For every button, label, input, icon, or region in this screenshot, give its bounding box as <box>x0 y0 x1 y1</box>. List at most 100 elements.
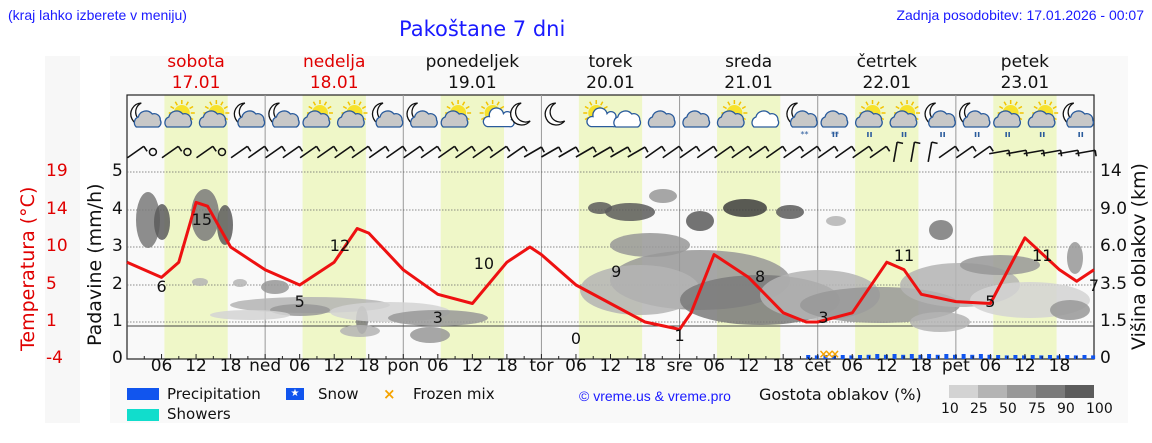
wind-barb-icon <box>299 145 321 159</box>
temperature-label: 1 <box>674 326 684 345</box>
precipitation-bar <box>823 355 828 359</box>
wind-barb-icon <box>714 145 735 159</box>
precipitation-bar <box>858 355 863 359</box>
calm-wind-icon <box>183 147 192 157</box>
day-date: 21.01 <box>724 73 773 93</box>
wind-barb-icon <box>351 145 373 159</box>
wind-barb-icon <box>575 146 597 158</box>
page-title: Pakoštane 7 dni <box>399 17 566 41</box>
cloud-height-tick: 9.0 <box>1100 199 1128 219</box>
credit-link[interactable]: © vreme.us & vreme.pro <box>579 388 731 404</box>
svg-text:ıı: ıı <box>1078 130 1084 140</box>
legend-showers-label: Showers <box>167 405 231 423</box>
calm-wind-icon <box>148 147 158 157</box>
precipitation-bar <box>901 354 906 359</box>
wind-barb-icon <box>973 145 994 159</box>
legend-snow-label: Snow <box>318 385 359 403</box>
day-name: sobota <box>167 52 225 72</box>
temperature-tick: 1 <box>46 311 57 331</box>
left-panel <box>45 56 80 423</box>
region-hint: (kraj lahko izberete v meniju) <box>8 7 187 23</box>
day-date: 20.01 <box>586 73 635 93</box>
svg-text:ıı: ıı <box>1039 130 1045 140</box>
temperature-label: 5 <box>295 292 305 311</box>
wind-barb-icon <box>265 145 286 159</box>
density-scale-label: 100 <box>1086 401 1113 417</box>
precipitation-bar <box>849 355 854 359</box>
wind-barb-icon <box>662 145 684 159</box>
x-tick-label: 12 <box>1014 356 1036 376</box>
precipitation-bar <box>1091 355 1096 359</box>
day-header: sreda 21.01 <box>679 52 819 94</box>
wind-barb-icon <box>126 145 148 159</box>
wind-barb-icon <box>386 145 407 159</box>
day-name: ponedeljek <box>425 52 520 72</box>
wind-barb-icon <box>316 145 338 159</box>
moon-cloud-snow-icon: ** <box>786 102 818 139</box>
precipitation-bar <box>1056 355 1061 359</box>
precipitation-bar <box>875 354 880 359</box>
x-tick-label: 12 <box>461 356 484 376</box>
x-tick-label: čet <box>804 356 831 376</box>
precipitation-bar <box>892 354 897 359</box>
x-tick-label: 06 <box>703 356 725 376</box>
sun-cloud-icon <box>302 100 333 128</box>
x-tick-label: 06 <box>426 356 449 376</box>
cloud-density-area <box>1067 242 1083 274</box>
svg-text:**: ** <box>800 130 808 139</box>
x-tick-label: 18 <box>772 356 794 376</box>
x-tick-label: tor <box>529 356 554 376</box>
temperature-tick: 10 <box>46 236 68 256</box>
density-swatch <box>1036 385 1065 398</box>
density-swatch <box>1065 385 1094 398</box>
precipitation-bar <box>814 355 819 359</box>
cloud-density-area <box>1050 300 1090 320</box>
sun-cloud-rain-icon: ıı <box>889 100 921 140</box>
precipitation-bar <box>944 354 949 359</box>
wind-barb-icon <box>592 146 615 158</box>
wind-barb-icon <box>834 145 856 159</box>
x-tick-label: ned <box>249 356 282 376</box>
wind-barb-icon <box>558 146 580 158</box>
precipitation-bar <box>1022 355 1027 359</box>
cloud-density-area <box>388 310 488 326</box>
wind-barb-icon <box>489 145 511 159</box>
temperature-label: 12 <box>330 236 350 255</box>
calm-wind-icon <box>217 147 227 157</box>
moon-cloud-rain-icon: ıı <box>924 102 956 140</box>
x-tick-label: sre <box>666 356 693 376</box>
cloud-density-area <box>826 216 846 226</box>
wind-barb-icon <box>765 145 787 159</box>
precipitation-bar <box>1030 355 1035 359</box>
cloud-height-tick: 0 <box>1100 348 1111 368</box>
cloud-density-area <box>910 312 970 332</box>
precipitation-bar <box>806 355 811 359</box>
x-tick-label: 18 <box>910 356 933 376</box>
moon-icon <box>544 102 566 126</box>
x-tick-label: pet <box>941 356 970 376</box>
x-tick-label: 18 <box>219 356 242 376</box>
legend-precip-swatch <box>127 388 159 400</box>
svg-text:ıı: ıı <box>974 130 980 140</box>
cloud-snow-rain-icon: ıı** <box>820 110 849 140</box>
legend-precip-label: Precipitation <box>167 385 261 403</box>
cloud-density-title: Gostota oblakov (%) <box>759 385 922 404</box>
day-header: četrtek 22.01 <box>817 52 957 94</box>
svg-text:ıı: ıı <box>832 130 838 140</box>
wind-barb-icon <box>783 145 804 159</box>
cloud-density-area <box>410 327 450 343</box>
cloud-density-area <box>210 310 290 320</box>
daylight-band <box>993 95 1057 359</box>
temperature-label: 3 <box>433 308 443 327</box>
svg-text:ıı: ıı <box>940 130 946 140</box>
day-header: nedelja 18.01 <box>264 52 404 94</box>
x-tick-label: 12 <box>737 356 760 376</box>
density-swatch <box>978 385 1007 398</box>
wind-barb-icon <box>161 145 183 159</box>
wind-barb-icon <box>679 145 701 159</box>
wind-barb-icon <box>892 141 904 162</box>
svg-text:ıı: ıı <box>901 130 907 140</box>
cloud-density-area <box>580 265 700 315</box>
cloud-density-area <box>233 279 247 287</box>
frozen-mix-marker: × <box>824 347 834 361</box>
